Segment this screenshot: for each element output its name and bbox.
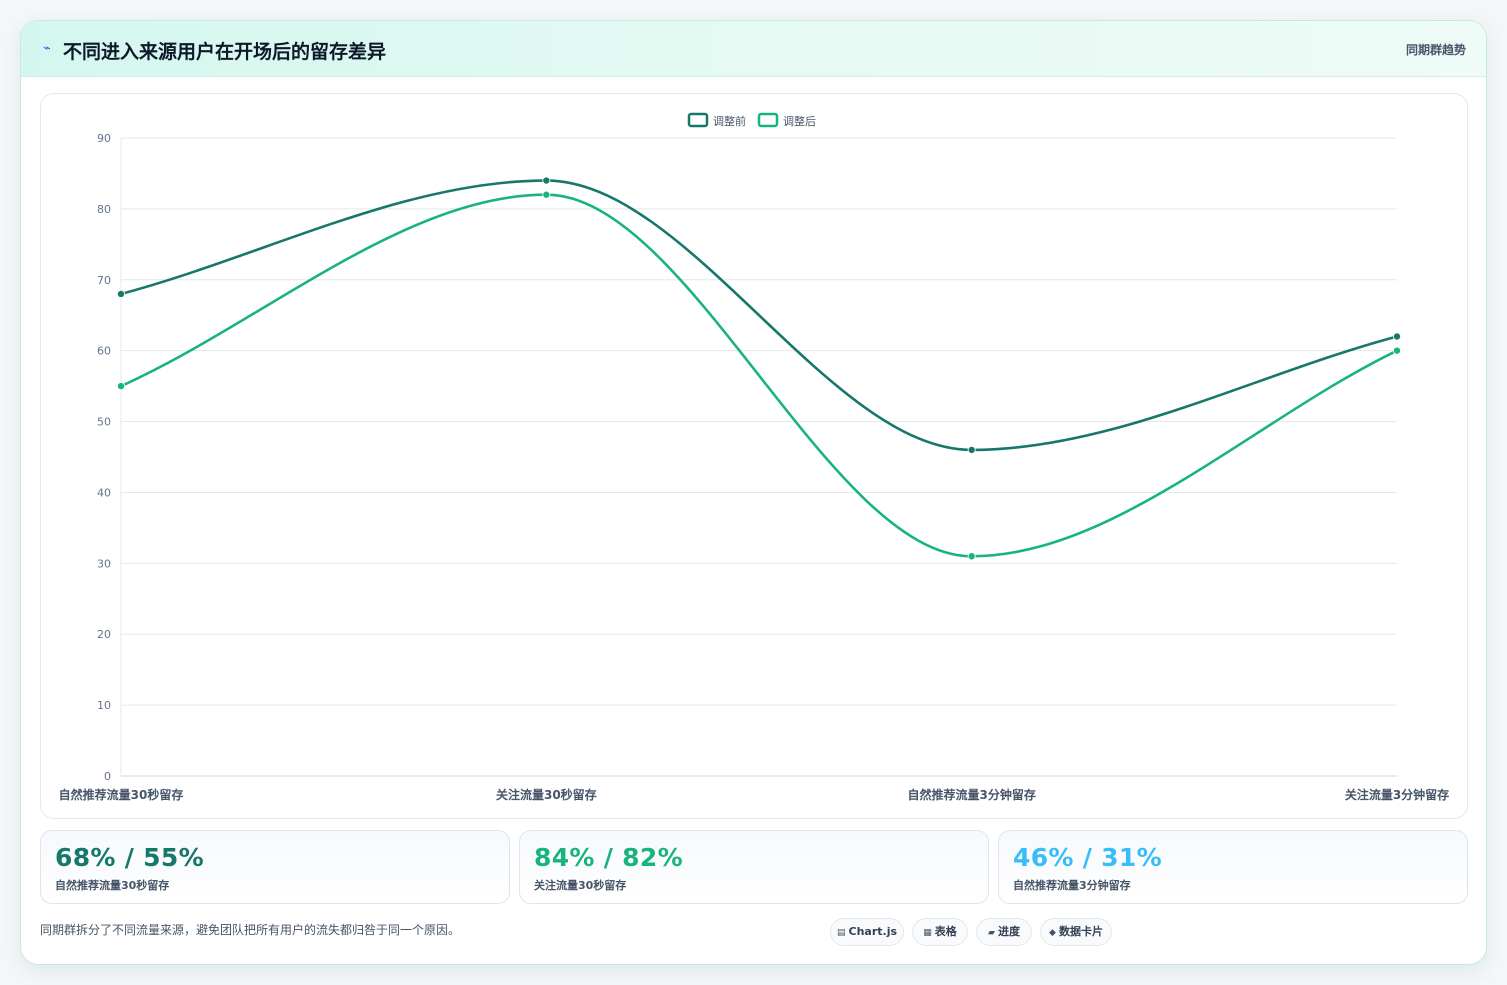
tag-label: 表格 xyxy=(934,925,957,938)
y-tick-label: 30 xyxy=(97,557,111,570)
y-tick-label: 50 xyxy=(97,416,111,429)
stat-label: 关注流量30秒留存 xyxy=(534,879,627,892)
line-chart: 0 10 20 30 40 50 60 70 80 90 自然推荐流量30秒留存 关注流量30秒留存 自… xyxy=(59,112,1449,802)
stat-label: 自然推荐流量3分钟留存 xyxy=(1013,879,1131,892)
y-tick-label: 80 xyxy=(97,203,111,216)
tag-label: Chart.js xyxy=(848,925,898,938)
chart-panel: 0 10 20 30 40 50 60 70 80 90 自然推荐流量30秒留存 关注流量30秒留存 自… xyxy=(40,93,1468,819)
tag-label: 数据卡片 xyxy=(1058,925,1103,938)
stat-cards: 68% / 55% 自然推荐流量30秒留存 84% / 82% 关注流量30秒留… xyxy=(40,830,1468,904)
cohort-trend-link[interactable]: 同期群趋势 xyxy=(1405,43,1466,57)
data-point xyxy=(117,382,126,391)
y-tick-label: 70 xyxy=(97,274,111,287)
y-tick-label: 60 xyxy=(97,345,111,358)
series-line-2 xyxy=(119,193,1399,558)
data-point xyxy=(117,289,126,298)
tag-data-card[interactable]: ◆ 数据卡片 xyxy=(1040,918,1112,946)
stat-value: 84% / 82% xyxy=(534,843,683,872)
legend-label: 调整后 xyxy=(783,114,816,128)
y-tick-label: 90 xyxy=(97,132,111,145)
tag-progress[interactable]: ▰ 进度 xyxy=(976,918,1032,946)
tag-label: 进度 xyxy=(997,925,1020,938)
stat-label: 自然推荐流量30秒留存 xyxy=(55,879,170,892)
chart-card: ⌁ 不同进入来源用户在开场后的留存差异 同期群趋势 0 10 20 30 40 50 60 7… xyxy=(20,20,1487,965)
y-tick-label: 0 xyxy=(104,770,111,783)
progress-icon: ▰ xyxy=(988,928,995,938)
series-line-1 xyxy=(119,179,1399,452)
footer-note: 同期群拆分了不同流量来源，避免团队把所有用户的流失都归咎于同一个原因。 xyxy=(40,923,461,937)
stat-card-follow-30s: 84% / 82% 关注流量30秒留存 xyxy=(519,830,989,904)
card-header: ⌁ 不同进入来源用户在开场后的留存差异 同期群趋势 xyxy=(21,21,1486,77)
tag-table[interactable]: ▦ 表格 xyxy=(912,918,968,946)
data-point xyxy=(542,176,551,185)
card-icon: ◆ xyxy=(1049,928,1056,938)
chart-icon: ▤ xyxy=(836,928,846,938)
x-tick-label: 关注流量30秒留存 xyxy=(496,787,597,802)
legend-label: 调整前 xyxy=(713,114,746,128)
legend-swatch xyxy=(757,112,779,128)
stat-card-natural-3m: 46% / 31% 自然推荐流量3分钟留存 xyxy=(998,830,1468,904)
stat-value: 68% / 55% xyxy=(55,843,204,872)
data-point xyxy=(1393,346,1402,355)
x-tick-label: 关注流量3分钟留存 xyxy=(1345,787,1449,802)
tag-chartjs[interactable]: ▤ Chart.js xyxy=(830,918,904,946)
stat-value: 46% / 31% xyxy=(1013,843,1162,872)
table-icon: ▦ xyxy=(923,928,932,938)
data-point xyxy=(542,190,551,199)
y-tick-label: 10 xyxy=(97,699,111,712)
data-point xyxy=(967,445,976,454)
x-tick-label: 自然推荐流量3分钟留存 xyxy=(907,787,1035,802)
x-tick-label: 自然推荐流量30秒留存 xyxy=(59,787,184,802)
legend-swatch xyxy=(687,112,709,128)
stat-card-natural-30s: 68% / 55% 自然推荐流量30秒留存 xyxy=(40,830,510,904)
data-point xyxy=(1393,332,1402,341)
data-point xyxy=(967,552,976,561)
y-tick-label: 20 xyxy=(97,628,111,641)
card-title: 不同进入来源用户在开场后的留存差异 xyxy=(63,41,387,63)
y-tick-label: 40 xyxy=(97,486,111,499)
line-chart-icon: ⌁ xyxy=(43,41,51,56)
